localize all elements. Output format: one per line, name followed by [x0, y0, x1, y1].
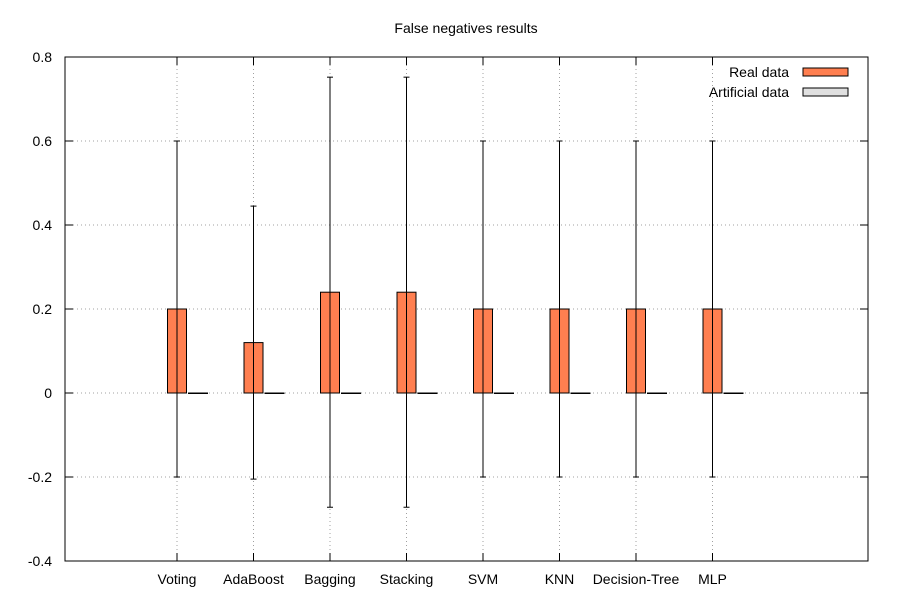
legend-label: Artificial data [709, 84, 789, 100]
legend: Real data Artificial data [709, 64, 849, 100]
y-tick-label: -0.4 [28, 553, 52, 569]
x-tick-label: Stacking [380, 571, 434, 587]
bar-artificial-data [264, 392, 285, 394]
y-tick-label: 0.8 [33, 49, 53, 65]
y-tick-label: -0.2 [28, 469, 52, 485]
x-tick-label: AdaBoost [223, 571, 284, 587]
bar-artificial-data [188, 392, 208, 394]
x-tick-label: SVM [468, 571, 498, 587]
bar-artificial-data [417, 392, 438, 394]
y-tick-label: 0.6 [33, 133, 53, 149]
x-tick-label: Bagging [304, 571, 355, 587]
y-tick-label: 0 [44, 385, 52, 401]
y-tick-label: 0.4 [33, 217, 53, 233]
bar-artificial-data [494, 392, 514, 394]
bar-artificial-data [723, 392, 744, 394]
x-tick-label: Voting [158, 571, 197, 587]
axis-ticks: -0.4 -0.2 0 0.2 0.4 0.6 0.8 Voting AdaBoost Baggi… [28, 49, 868, 587]
legend-swatch [802, 87, 849, 97]
bar-artificial-data [570, 392, 591, 394]
chart-title: False negatives results [394, 20, 537, 36]
error-bars [174, 76, 716, 508]
bar-artificial-data [647, 392, 667, 394]
legend-swatch [802, 67, 849, 77]
y-tick-label: 0.2 [33, 301, 53, 317]
bar-artificial-data [341, 392, 361, 394]
legend-label: Real data [729, 64, 789, 80]
x-tick-label: KNN [545, 571, 575, 587]
x-tick-label: Decision-Tree [593, 571, 680, 587]
x-tick-label: MLP [698, 571, 727, 587]
